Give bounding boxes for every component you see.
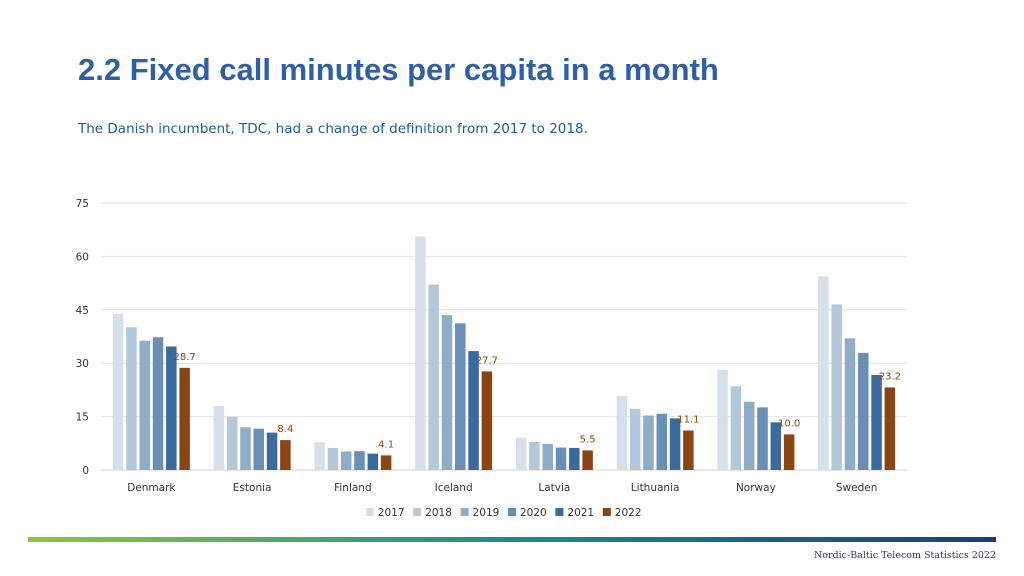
y-tick-label: 75	[76, 198, 89, 210]
bar-sweden-2021	[871, 374, 882, 470]
legend-label: 2021	[567, 507, 594, 519]
bar-iceland-2022	[481, 371, 493, 470]
y-tick-label: 15	[76, 412, 89, 424]
bar-latvia-2021	[569, 447, 580, 470]
footer-text: Nordic-Baltic Telecom Statistics 2022	[813, 550, 996, 561]
legend-label: 2022	[615, 507, 642, 519]
bar-sweden-2020	[858, 352, 869, 470]
data-label: 10.0	[778, 418, 800, 429]
bar-estonia-2018	[226, 416, 238, 470]
category-label: Denmark	[127, 482, 176, 494]
bar-sweden-2018	[831, 304, 842, 470]
bar-finland-2017	[314, 442, 325, 470]
bar-denmark-2021	[166, 346, 177, 470]
bar-sweden-2022	[884, 387, 896, 470]
bar-finland-2019	[340, 451, 352, 470]
data-label: 28.7	[173, 352, 195, 363]
y-tick-label: 60	[76, 251, 89, 263]
bar-chart: 0 15 30 45 60 75 28.7 Denmark 8.4 Estonia 4.1 Finla…	[76, 198, 907, 519]
bar-norway-2018	[730, 386, 742, 470]
bar-denmark-2019	[139, 340, 150, 470]
bar-denmark-2018	[126, 327, 137, 470]
bar-lithuania-2019	[643, 415, 654, 470]
bar-sweden-2019	[844, 338, 856, 470]
bar-iceland-2021	[468, 351, 479, 470]
bar-latvia-2020	[555, 447, 567, 470]
bar-latvia-2018	[529, 441, 540, 470]
legend-swatch	[365, 508, 374, 516]
legend-swatch	[460, 508, 469, 516]
page-title: 2.2 Fixed call minutes per capita in a m…	[78, 52, 719, 87]
bar-norway-2019	[743, 401, 755, 470]
bar-norway-2017	[717, 369, 728, 470]
data-label: 4.1	[378, 439, 394, 450]
bar-latvia-2017	[515, 437, 527, 470]
bar-denmark-2022	[179, 367, 190, 470]
bar-lithuania-2022	[683, 430, 694, 470]
bar-iceland-2020	[455, 323, 466, 470]
bar-norway-2020	[757, 407, 768, 470]
bar-iceland-2018	[428, 284, 439, 470]
legend-swatch	[555, 508, 564, 516]
footer-gradient-bar	[28, 537, 996, 542]
bar-norway-2022	[783, 434, 795, 470]
bar-lithuania-2017	[616, 395, 628, 470]
data-label: 27.7	[476, 355, 498, 366]
category-label: Sweden	[836, 482, 878, 494]
legend-label: 2017	[378, 507, 405, 519]
bar-iceland-2017	[415, 236, 426, 470]
legend-swatch	[508, 508, 516, 516]
bar-finland-2021	[367, 453, 379, 470]
bar-latvia-2019	[542, 444, 553, 470]
category-label: Latvia	[538, 482, 570, 494]
category-label: Finland	[334, 482, 372, 494]
bar-estonia-2021	[266, 432, 278, 470]
data-label: 23.2	[879, 371, 901, 382]
y-tick-label: 45	[76, 305, 89, 317]
y-tick-label: 0	[82, 465, 89, 477]
legend-label: 2019	[473, 507, 500, 519]
data-label: 5.5	[580, 434, 596, 445]
bar-estonia-2022	[280, 440, 291, 470]
bar-finland-2022	[380, 455, 392, 470]
bar-latvia-2022	[582, 450, 593, 470]
bar-lithuania-2021	[669, 418, 681, 470]
bar-lithuania-2020	[656, 413, 668, 470]
bar-norway-2021	[770, 422, 782, 470]
y-tick-label: 30	[76, 358, 89, 370]
bar-iceland-2019	[441, 315, 453, 470]
category-label: Estonia	[233, 482, 272, 494]
page-subtitle: The Danish incumbent, TDC, had a change …	[78, 121, 588, 137]
bar-estonia-2020	[253, 428, 265, 470]
bar-denmark-2020	[152, 337, 164, 470]
category-label: Lithuania	[631, 482, 680, 494]
data-label: 8.4	[277, 424, 293, 435]
bar-sweden-2017	[818, 276, 829, 470]
bar-lithuania-2018	[629, 408, 641, 470]
legend-label: 2018	[425, 507, 452, 519]
data-label: 11.1	[677, 414, 699, 425]
bar-finland-2020	[354, 451, 365, 470]
bar-denmark-2017	[112, 313, 124, 470]
bar-estonia-2017	[213, 405, 225, 470]
legend-label: 2020	[520, 507, 547, 519]
category-label: Norway	[736, 482, 776, 494]
legend-swatch	[413, 508, 422, 516]
bar-finland-2018	[327, 447, 339, 470]
bar-estonia-2019	[240, 427, 251, 470]
legend-swatch	[602, 508, 611, 516]
category-label: Iceland	[435, 482, 473, 494]
